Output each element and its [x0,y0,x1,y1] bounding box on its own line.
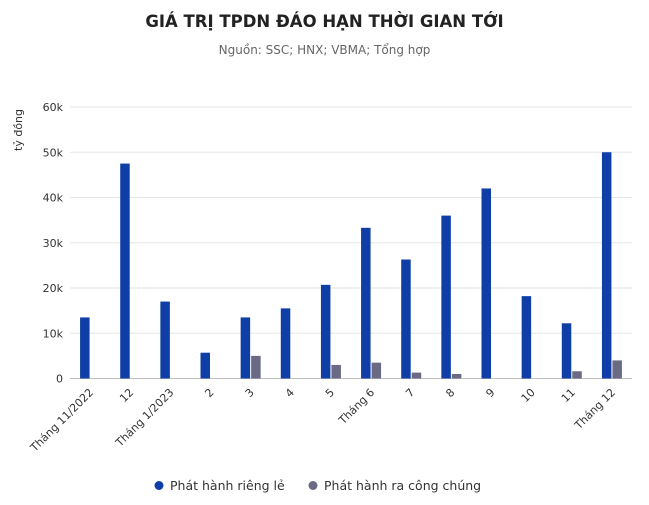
bar-private [240,317,251,379]
legend-marker [308,481,318,490]
x-tick-label: 11 [559,386,578,405]
y-tick-label: 30k [43,237,64,250]
bar-public [371,362,382,379]
y-tick-label: 0 [56,373,63,386]
x-tick-label: 2 [202,386,216,400]
y-tick-label: 60k [43,101,64,114]
bar-private [280,308,291,379]
bar-private [401,259,411,379]
bar-public [411,372,422,379]
x-tick-label: 3 [243,386,257,400]
x-tick-label: Tháng 12 [571,386,618,433]
bar-public [572,371,582,379]
bar-private [120,163,130,379]
bar-private [200,352,210,379]
chart-subtitle: Nguồn: SSC; HNX; VBMA; Tổng hợp [219,43,431,57]
x-tick-label: Tháng 11/2022 [27,386,96,455]
bar-private [521,296,532,379]
bar-public [451,373,462,379]
bar-private [160,301,170,379]
y-tick-label: 10k [43,327,64,340]
legend-marker [154,481,164,490]
y-tick-label: 20k [43,282,64,295]
x-tick-label: 4 [283,386,297,400]
bar-private [320,284,331,379]
bar-private [601,152,612,379]
x-tick-label: 10 [519,386,538,405]
bar-private [441,215,451,379]
bar-private [361,227,371,379]
legend-label: Phát hành riêng lẻ [170,478,285,493]
x-tick-label: 12 [117,386,136,405]
x-tick-label: 7 [403,386,417,400]
bar-public [251,355,261,379]
legend-label: Phát hành ra công chúng [324,478,481,493]
x-tick-label: 9 [483,386,497,400]
x-tick-label: Tháng 6 [336,386,378,428]
y-axis-label: tỷ đồng [12,109,25,151]
y-tick-label: 50k [43,146,64,159]
bar-public [331,364,341,379]
y-axis-ticks: 0 10k 20k 30k 40k 50k 60k [43,101,64,386]
bars [80,152,622,379]
chart-title: GIÁ TRỊ TPDN ĐÁO HẠN THỜI GIAN TỚI [145,12,503,31]
bar-private [80,317,90,379]
bar-private [481,188,491,379]
bar-private [561,323,572,379]
bar-public [612,360,622,379]
gridlines [70,106,632,379]
legend: Phát hành riêng lẻ Phát hành ra công chún… [154,478,481,493]
x-tick-label: 5 [323,386,337,400]
x-tick-label: 8 [443,386,457,400]
y-tick-label: 40k [43,192,64,205]
